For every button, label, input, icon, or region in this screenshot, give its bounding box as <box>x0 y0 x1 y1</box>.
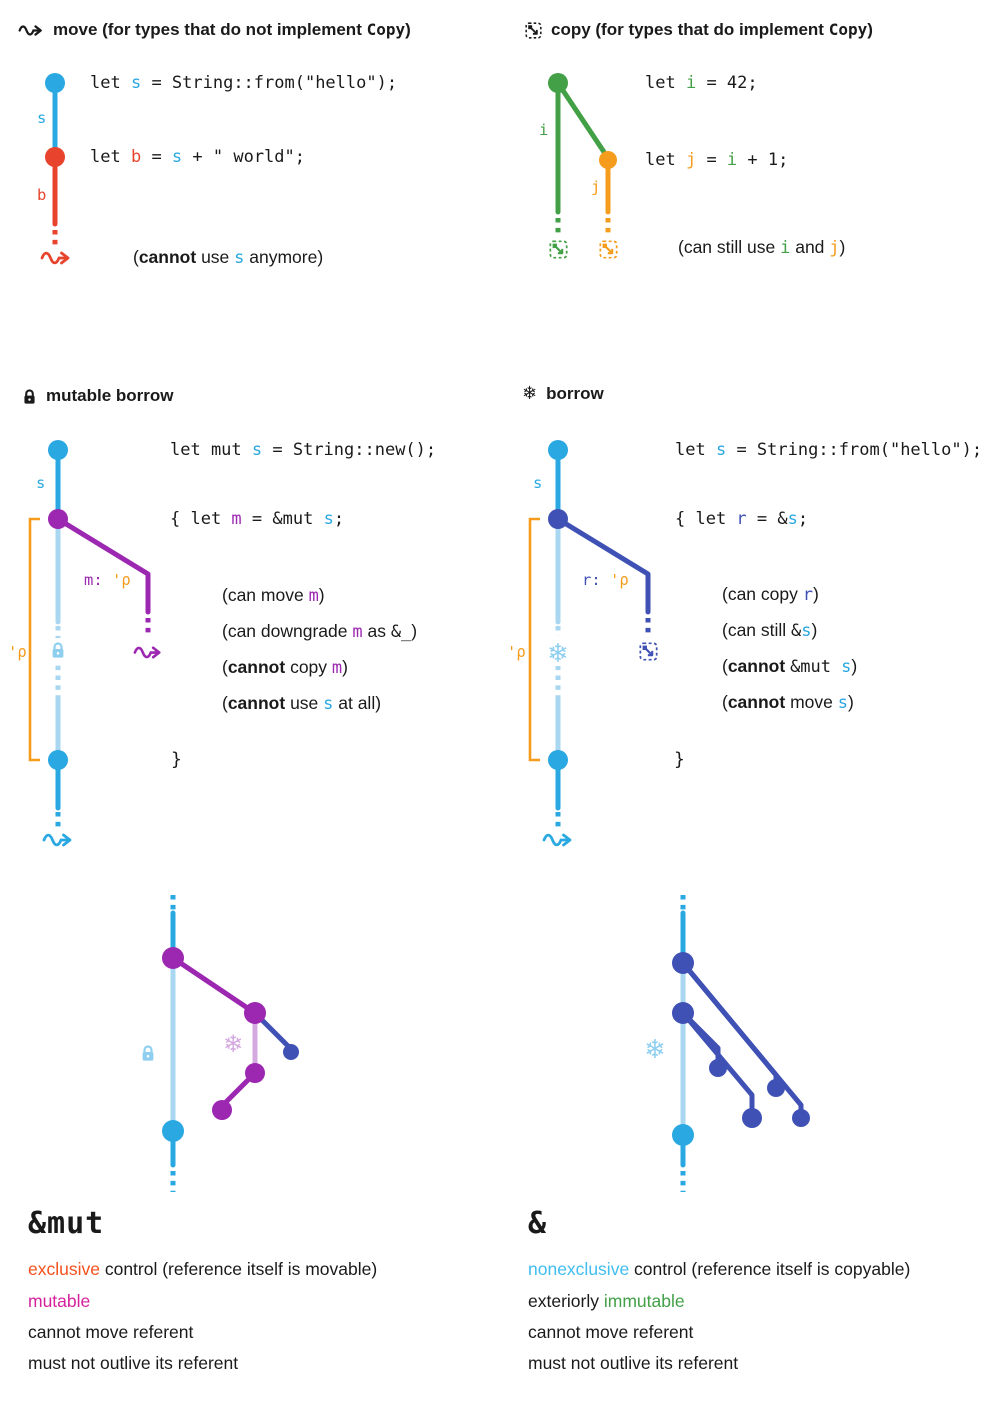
borrow-title: ❄ borrow <box>522 384 604 404</box>
borrow-start-dot <box>548 509 568 529</box>
s-birth-dot <box>48 440 68 460</box>
shared-ref-property-4: must not outlive its referent <box>528 1353 739 1373</box>
borrow-title-text: borrow <box>546 384 604 403</box>
frozen-snowflake-icon: ❄ <box>547 639 569 669</box>
copy-diagram <box>548 73 618 259</box>
mut-borrow-annotation-2: (can downgrade m as &_) <box>222 621 418 642</box>
shared-copies-diagram: ❄ <box>644 895 810 1192</box>
r-borrow-branch <box>555 516 651 615</box>
mut-thaw-dot <box>245 1063 265 1083</box>
s-variable-label: s <box>533 474 543 492</box>
mutable-borrow-title-text: mutable borrow <box>46 386 174 405</box>
s-birth-dot <box>45 73 65 93</box>
mut-ref-property-2: mutable <box>28 1291 91 1311</box>
copy-code-line-1: let i = 42; <box>645 73 758 93</box>
move-arrow-icon <box>40 251 70 265</box>
closing-brace: } <box>674 749 685 770</box>
lock-title-icon <box>22 388 37 405</box>
lifetime-bracket <box>528 517 540 762</box>
lifetime-rho-label: 'ρ <box>507 643 526 661</box>
copy-end-dot-3 <box>742 1108 762 1128</box>
frozen-snowflake-icon: ❄ <box>644 1035 666 1065</box>
mut-ref-property-3: cannot move referent <box>28 1322 194 1342</box>
mut-borrow-annotation-3: (cannot copy m) <box>222 657 348 678</box>
mut-borrow-annotation-4: (cannot use s at all) <box>222 693 382 714</box>
copy-icon-r <box>639 642 658 661</box>
s-movable-arrow-icon <box>42 833 72 847</box>
move-code-line-1: let s = String::from("hello"); <box>90 73 398 93</box>
mut-ref-property-4: must not outlive its referent <box>28 1353 239 1373</box>
shared-ref-header: & <box>528 1206 548 1241</box>
move-code-line-2: let b = s + " world"; <box>90 147 305 167</box>
copy-title-text: copy (for types that do implement Copy) <box>551 20 873 39</box>
frozen-mut-snowflake-icon: ❄ <box>223 1030 243 1058</box>
j-birth-dot <box>599 151 617 169</box>
mutable-borrow-diagram <box>28 440 161 847</box>
mutable-borrow-title: mutable borrow <box>22 386 174 406</box>
borrow-annotation-2: (can still &s) <box>722 620 818 641</box>
borrow-code-line-2: { let r = &s; <box>675 509 809 529</box>
borrow-annotation-3: (cannot &mut s) <box>722 656 858 677</box>
j-variable-label: j <box>591 178 601 196</box>
mut-borrow-annotation-1: (can move m) <box>222 585 325 606</box>
borrow-start-dot <box>48 509 68 529</box>
s-birth-dot <box>548 440 568 460</box>
move-title-text: move (for types that do not implement Co… <box>53 20 411 39</box>
mut-reborrow-diagram: ❄ <box>141 895 299 1192</box>
s-variable-label: s <box>36 474 46 492</box>
copy-title-icon <box>525 22 542 39</box>
snowflake-title-icon: ❄ <box>522 383 538 405</box>
mut-moved-dot <box>212 1100 232 1120</box>
move-note: (cannot use s anymore) <box>133 247 324 268</box>
i-variable-label: i <box>539 121 549 139</box>
copy-icon-j <box>599 240 618 259</box>
copy-note: (can still use i and j) <box>678 237 846 258</box>
move-squiggle-icon <box>18 24 44 37</box>
shared-ref-property-2: exteriorly immutable <box>528 1291 685 1311</box>
shared-branch-2 <box>680 960 804 1113</box>
borrow-annotation-1: (can copy r) <box>722 584 819 605</box>
b-birth-dot <box>45 147 65 167</box>
shared-branch-4 <box>680 1010 755 1113</box>
lifetime-rho-label: 'ρ <box>8 643 27 661</box>
snowflake-backing <box>544 636 572 666</box>
lifetime-bracket <box>28 517 40 762</box>
shared-borrow-diagram: ❄ <box>528 440 658 847</box>
mut-borrow-code-line-1: let mut s = String::new(); <box>170 440 437 460</box>
borrow-annotation-4: (cannot move s) <box>722 692 854 713</box>
borrow-start-dot-1 <box>672 952 694 974</box>
i-birth-dot <box>548 73 568 93</box>
mut-borrow-code-line-2: { let m = &mut s; <box>170 509 345 529</box>
copy-end-dot-1 <box>709 1059 727 1077</box>
mut-ref-property-1: exclusive control (reference itself is m… <box>28 1259 378 1279</box>
b-variable-label: b <box>37 186 47 204</box>
shared-ref-property-1: nonexclusive control (reference itself i… <box>528 1259 911 1279</box>
mut-borrow-branch <box>170 955 258 1016</box>
copy-branch <box>555 80 611 161</box>
mut-ref-header: &mut <box>28 1206 105 1241</box>
m-movable-arrow-icon <box>133 646 161 659</box>
shared-ref-property-3: cannot move referent <box>528 1322 694 1342</box>
copy-end-dot-2 <box>767 1079 785 1097</box>
copy-code-line-2: let j = i + 1; <box>645 150 789 170</box>
copy-title: copy (for types that do implement Copy) <box>525 20 873 40</box>
s-movable-arrow-icon <box>542 833 572 847</box>
lock-icon <box>141 1045 155 1062</box>
copy-end-dot-4 <box>792 1109 810 1127</box>
m-lifetime-label: m: 'ρ <box>84 571 131 589</box>
mut-reference-dot <box>244 1002 266 1024</box>
m-borrow-branch <box>55 516 151 615</box>
borrow-code-line-1: let s = String::from("hello"); <box>675 440 983 460</box>
copy-icon-i <box>549 240 568 259</box>
move-title: move (for types that do not implement Co… <box>18 20 411 40</box>
reborrow-end-dot <box>283 1044 299 1060</box>
r-lifetime-label: r: 'ρ <box>582 571 629 589</box>
borrow-start-dot-2 <box>672 1002 694 1024</box>
closing-brace: } <box>171 749 182 770</box>
mut-borrow-start-dot <box>162 947 184 969</box>
move-diagram <box>40 73 70 265</box>
s-variable-label: s <box>37 109 47 127</box>
